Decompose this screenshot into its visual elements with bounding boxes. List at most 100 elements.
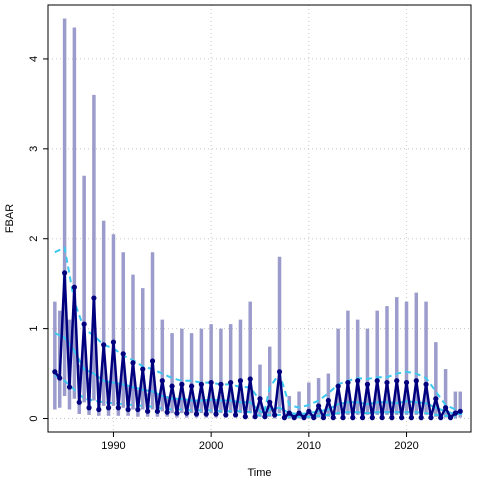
x-tick-label: 2000 xyxy=(199,440,223,452)
data-point xyxy=(149,358,156,364)
data-point xyxy=(311,415,317,421)
data-point xyxy=(125,406,131,413)
data-point xyxy=(101,342,107,348)
data-point xyxy=(174,410,180,416)
data-point xyxy=(184,410,190,416)
data-point xyxy=(428,415,434,421)
data-point xyxy=(71,284,77,290)
data-point xyxy=(247,376,253,382)
data-point xyxy=(237,378,244,384)
data-point xyxy=(286,410,292,416)
data-point xyxy=(394,378,400,384)
data-point xyxy=(66,384,73,390)
data-point xyxy=(169,383,175,389)
data-point xyxy=(374,378,380,384)
data-point xyxy=(189,383,195,389)
data-point xyxy=(291,415,297,421)
data-point xyxy=(301,415,307,421)
data-point xyxy=(316,403,322,409)
x-axis: 1990 2000 2010 2020 xyxy=(101,432,419,452)
data-point xyxy=(242,414,248,420)
data-point xyxy=(369,415,375,421)
y-tick-label: 4 xyxy=(28,56,40,62)
x-tick-label: 1990 xyxy=(101,440,125,452)
y-axis-title: FBAR xyxy=(4,204,16,233)
data-point xyxy=(350,415,356,421)
data-point xyxy=(81,321,87,327)
data-point xyxy=(228,379,234,386)
y-tick-label: 2 xyxy=(28,236,40,242)
data-point xyxy=(232,412,239,418)
data-point xyxy=(105,405,112,411)
data-point xyxy=(423,381,429,387)
data-point xyxy=(345,379,351,386)
data-point xyxy=(325,397,331,404)
data-point xyxy=(443,405,449,411)
y-axis: 0 1 2 3 4 xyxy=(28,56,48,422)
point-series-line xyxy=(53,271,461,419)
data-point xyxy=(262,414,268,420)
data-point xyxy=(154,408,161,414)
data-point xyxy=(384,379,390,386)
x-tick-label: 2020 xyxy=(394,440,418,452)
plot-frame xyxy=(47,4,472,433)
data-point xyxy=(355,378,361,384)
data-point xyxy=(418,415,424,421)
data-point xyxy=(115,405,121,411)
data-point xyxy=(52,369,58,375)
data-point xyxy=(218,381,224,387)
data-point xyxy=(267,399,273,405)
point-series xyxy=(52,270,463,421)
data-point xyxy=(447,415,454,421)
data-point xyxy=(438,415,444,421)
data-point xyxy=(359,415,366,421)
data-point xyxy=(193,411,200,417)
data-point xyxy=(120,351,126,357)
y-tick-label: 1 xyxy=(28,326,40,332)
data-point xyxy=(403,379,410,386)
data-point xyxy=(57,375,63,381)
data-point xyxy=(198,381,204,387)
x-tick-label: 2010 xyxy=(297,440,321,452)
data-point xyxy=(408,415,415,421)
data-point xyxy=(96,406,102,413)
data-point xyxy=(179,381,185,387)
data-point xyxy=(164,409,170,415)
y-tick-label: 3 xyxy=(28,146,40,152)
data-point xyxy=(335,383,341,389)
data-point xyxy=(330,415,336,421)
data-point xyxy=(276,369,283,375)
bound-line xyxy=(54,374,456,418)
data-point xyxy=(457,408,463,414)
x-axis-title: Time xyxy=(247,467,271,479)
data-point xyxy=(159,378,165,384)
data-point xyxy=(257,396,263,402)
data-point xyxy=(272,412,278,418)
data-point xyxy=(213,411,219,417)
data-point xyxy=(140,366,146,372)
data-point xyxy=(281,415,288,421)
data-point xyxy=(296,410,302,416)
data-point xyxy=(320,415,327,421)
data-point xyxy=(379,415,385,421)
data-point xyxy=(389,415,395,421)
data-point xyxy=(62,270,68,276)
data-point xyxy=(252,414,258,420)
data-point xyxy=(306,408,312,414)
y-tick-label: 0 xyxy=(28,415,40,421)
data-point xyxy=(452,410,458,416)
data-point xyxy=(223,412,229,418)
data-point xyxy=(203,411,209,417)
data-point xyxy=(76,399,82,405)
data-point xyxy=(208,379,214,386)
data-point xyxy=(433,396,439,402)
data-point xyxy=(91,295,97,301)
data-point xyxy=(340,415,346,421)
data-point xyxy=(130,360,136,366)
data-point xyxy=(145,408,151,414)
data-point xyxy=(135,406,141,413)
data-point xyxy=(364,381,371,387)
data-point xyxy=(110,339,117,345)
data-point xyxy=(413,378,419,384)
